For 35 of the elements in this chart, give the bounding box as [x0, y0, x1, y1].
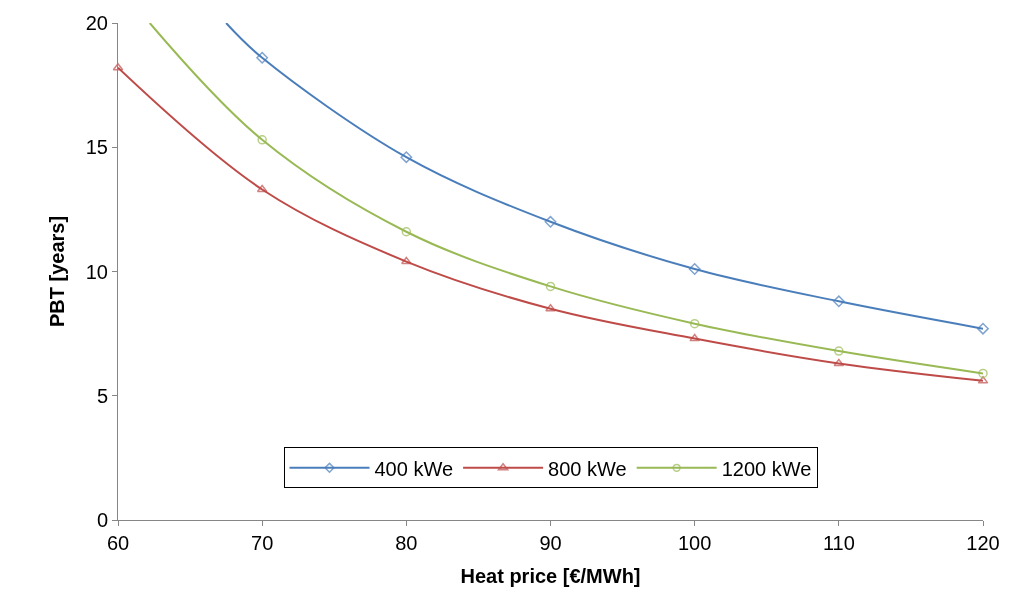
x-tick-label: 100	[677, 532, 712, 554]
point	[545, 304, 556, 312]
x-tick-label: 120	[966, 532, 1000, 554]
x-tick-label: 80	[395, 532, 418, 554]
x-axis-title: Heat price [€/MWh]	[460, 564, 641, 587]
point	[688, 263, 701, 275]
point	[257, 135, 267, 145]
x-tick-label: 90	[539, 532, 562, 554]
y-tick-label: 5	[96, 384, 108, 407]
point	[833, 358, 845, 367]
y-tick-label: 0	[96, 509, 108, 531]
point	[689, 318, 700, 329]
legend-label: 800 kWe	[548, 457, 627, 480]
point	[544, 215, 557, 228]
x-tick-label: 70	[251, 532, 274, 554]
point	[977, 322, 989, 335]
point	[832, 295, 845, 308]
y-axis-title: PBT [years]	[46, 215, 69, 328]
point	[545, 281, 556, 292]
point	[401, 226, 412, 237]
point	[978, 368, 988, 379]
y-tick-label: 15	[85, 136, 108, 159]
legend-label: 400 kWe	[374, 457, 454, 480]
point	[834, 346, 844, 356]
point	[689, 333, 701, 342]
point	[256, 184, 268, 193]
legend-label: 1200 kWe	[721, 457, 812, 480]
point	[400, 151, 413, 164]
point	[400, 256, 412, 265]
x-tick-label: 110	[822, 532, 855, 554]
y-tick-label: 20	[85, 12, 108, 34]
x-tick-label: 60	[106, 532, 130, 554]
y-tick-label: 10	[85, 260, 108, 283]
point	[256, 51, 269, 64]
point	[112, 62, 124, 71]
